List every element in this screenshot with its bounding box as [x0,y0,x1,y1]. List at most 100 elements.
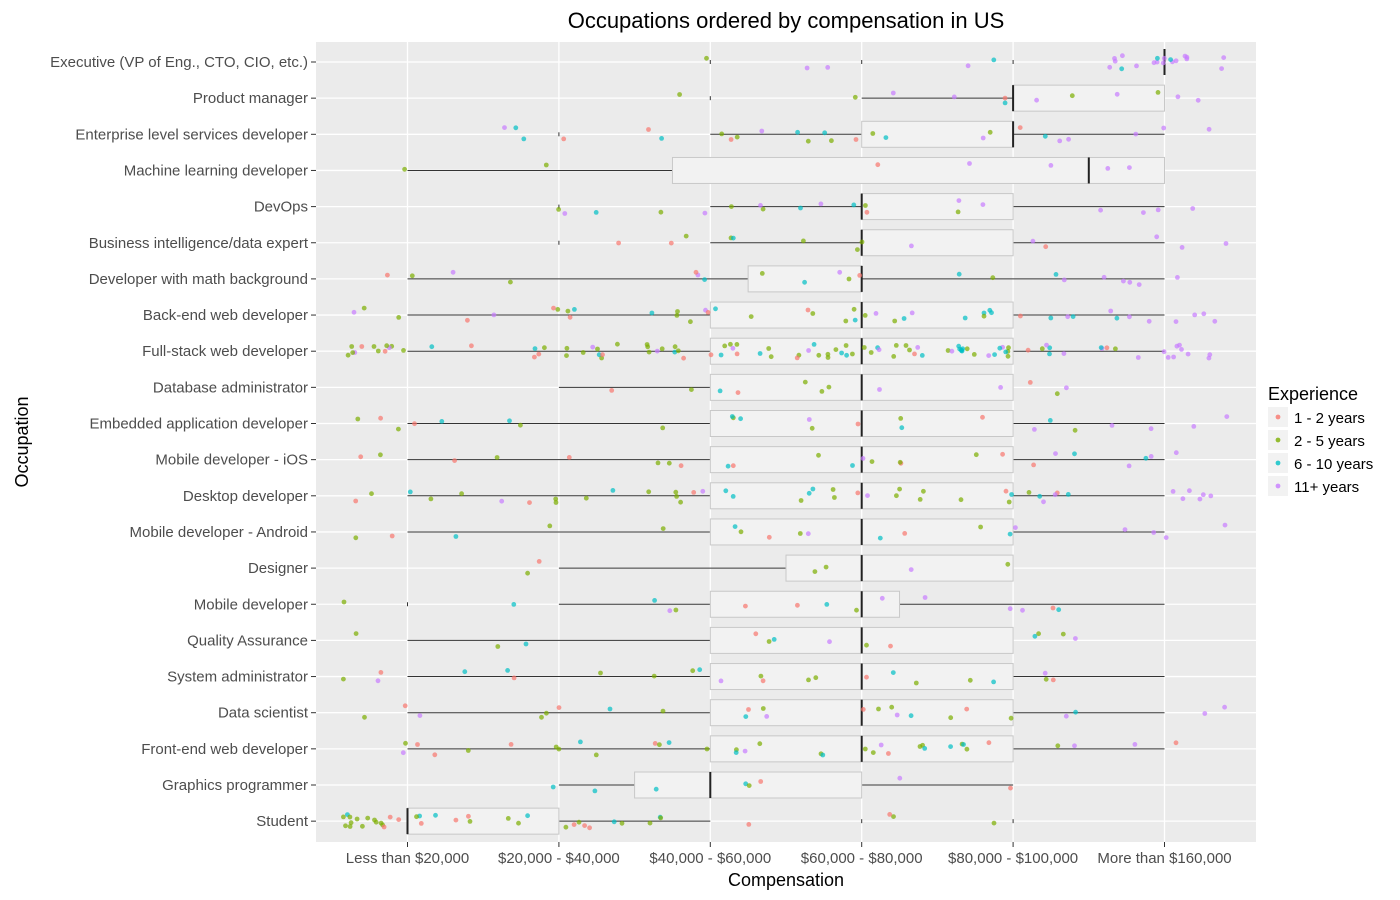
data-point [717,388,723,394]
data-point [1112,58,1118,64]
data-point [673,489,679,495]
data-point [766,534,772,540]
data-point [1207,352,1213,358]
data-point [1064,385,1069,391]
data-point [1027,380,1033,385]
data-point [1018,313,1023,319]
data-point [981,313,987,319]
data-point [909,310,915,316]
data-point [1025,347,1031,353]
data-point [453,534,459,539]
data-point [382,348,388,354]
data-point [704,55,709,61]
data-point [675,348,681,354]
data-point [951,94,957,100]
data-point [693,269,699,275]
data-point [843,318,849,324]
data-point [563,824,569,830]
data-point [898,416,904,421]
data-point [543,162,549,168]
data-point [652,741,658,746]
data-point [1141,210,1146,216]
data-point [919,353,925,358]
data-point [718,352,724,358]
data-point [539,714,544,720]
data-point [922,746,928,751]
data-point [610,488,616,493]
data-point [1050,605,1056,611]
data-point [888,643,893,649]
data-point [1155,90,1161,95]
data-point [956,198,962,204]
data-point [678,463,684,469]
data-point [1054,391,1060,397]
x-tick-label: Less than $20,000 [346,850,469,867]
data-point [886,751,891,756]
data-point [806,417,812,422]
data-point [812,569,818,574]
data-point [1127,314,1132,320]
data-point [562,211,568,216]
data-point [675,309,680,314]
data-point [805,531,811,537]
legend-label: 2 - 5 years [1294,433,1365,450]
data-point [1135,355,1141,360]
data-point [854,607,859,613]
data-point [734,134,740,140]
data-point [567,314,573,320]
data-point [894,493,899,499]
data-point [908,713,914,719]
data-point [1163,535,1169,540]
data-point [402,166,407,172]
data-point [553,500,559,505]
data-point [350,350,356,355]
data-point [360,823,365,829]
data-point [819,389,825,394]
data-point [997,345,1003,351]
data-point [1065,314,1071,320]
data-point [544,710,549,716]
data-point [704,746,710,752]
data-point [414,814,419,820]
data-point [1053,451,1058,456]
data-point [646,489,652,495]
data-point [1047,418,1053,423]
data-point [1032,427,1037,432]
data-point [732,524,738,529]
data-point [550,784,556,790]
data-point [868,350,874,355]
data-point [521,136,527,142]
data-point [564,353,569,358]
legend-key-dot [1275,483,1281,489]
data-point [890,90,896,96]
data-point [1073,709,1078,715]
data-point [989,310,994,316]
data-point [525,570,530,576]
iqr-box [785,554,1014,582]
data-point [1190,206,1196,211]
data-point [644,342,650,347]
data-point [647,820,653,826]
y-tick-label: Database administrator [153,379,308,396]
data-point [901,316,907,321]
data-point [864,642,869,648]
data-point [1219,66,1224,71]
data-point [1073,636,1078,641]
data-point [1072,743,1077,749]
data-point [607,706,613,712]
data-point [1155,55,1160,61]
data-point [887,812,893,817]
data-point [1179,347,1184,352]
data-point [917,497,923,502]
data-point [830,487,836,492]
data-point [768,354,774,360]
data-point [1208,493,1214,499]
data-point [1017,125,1023,130]
data-point [735,390,741,395]
data-point [508,742,514,747]
data-point [746,822,752,827]
iqr-box [861,229,1014,257]
data-point [678,499,683,505]
data-point [964,746,970,752]
data-point [961,742,966,747]
